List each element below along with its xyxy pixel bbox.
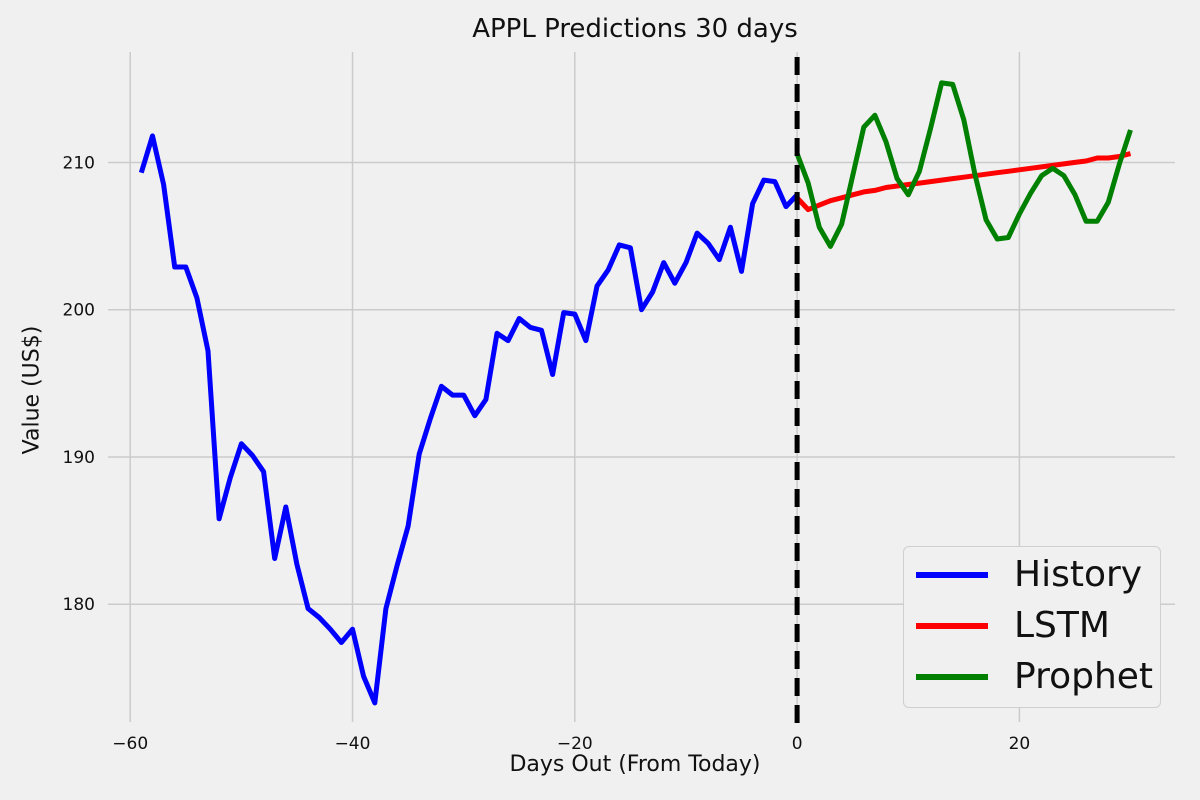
legend: History LSTM Prophet <box>903 546 1161 708</box>
series-line-prophet <box>794 80 1133 249</box>
y-tick-label-3: 210 <box>63 153 95 173</box>
x-tick-label-2: −20 <box>557 734 593 754</box>
legend-swatch-lstm <box>916 623 988 629</box>
legend-item-history: History <box>916 555 1142 595</box>
legend-label-lstm: LSTM <box>1014 605 1110 646</box>
legend-item-prophet: Prophet <box>916 657 1153 697</box>
x-tick-label-1: −40 <box>335 734 371 754</box>
x-tick-label-3: 0 <box>792 734 803 754</box>
x-tick-label-0: −60 <box>112 734 148 754</box>
chart-title: APPL Predictions 30 days <box>472 14 798 44</box>
x-tick-label-4: 20 <box>1009 734 1031 754</box>
legend-swatch-history <box>916 572 988 578</box>
x-axis-label: Days Out (From Today) <box>509 752 761 777</box>
legend-item-lstm: LSTM <box>916 606 1110 646</box>
legend-swatch-prophet <box>916 674 988 680</box>
legend-label-history: History <box>1014 554 1143 595</box>
legend-label-prophet: Prophet <box>1014 656 1154 697</box>
y-axis-label: Value (US$) <box>19 325 45 455</box>
y-tick-label-0: 180 <box>63 595 95 615</box>
series-line-history <box>138 133 799 706</box>
y-tick-label-2: 200 <box>63 301 95 321</box>
series-line-lstm <box>795 151 1132 213</box>
y-tick-label-1: 190 <box>63 448 95 468</box>
